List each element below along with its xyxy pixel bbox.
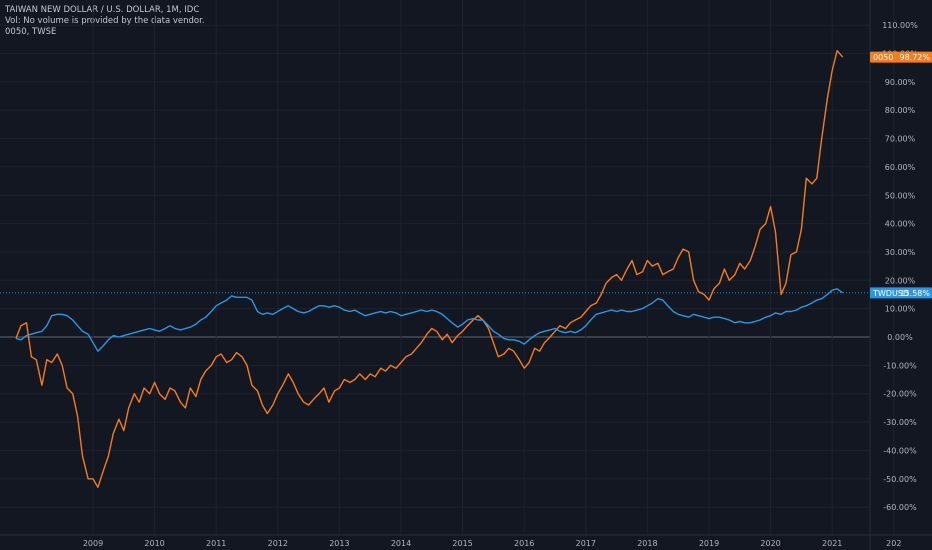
x-tick-label: 202 bbox=[886, 539, 901, 548]
series-line-0050[interactable] bbox=[15, 50, 844, 488]
badge-twdusd bbox=[870, 287, 932, 299]
legend-compare-line: 0050, TWSE bbox=[5, 27, 57, 37]
y-tick-label: 80.00% bbox=[885, 106, 916, 115]
y-tick-label: -20.00% bbox=[883, 390, 917, 399]
x-tick-label: 2009 bbox=[83, 539, 103, 548]
x-tick-label: 2018 bbox=[637, 539, 657, 548]
x-tick-label: 2016 bbox=[514, 539, 534, 548]
x-tick-label: 2021 bbox=[822, 539, 842, 548]
y-tick-label: 60.00% bbox=[885, 163, 916, 172]
chart-grid bbox=[0, 0, 895, 535]
badge-series-value: 15.58% bbox=[899, 289, 930, 298]
y-tick-label: 30.00% bbox=[885, 248, 916, 257]
price-scale[interactable]: 120.00%110.00%100.00%90.00%80.00%70.00%6… bbox=[869, 0, 918, 550]
y-tick-label: 120.00% bbox=[882, 0, 918, 2]
y-tick-label: -30.00% bbox=[883, 418, 917, 427]
series-layer bbox=[0, 50, 870, 488]
y-tick-label: 0.00% bbox=[887, 333, 913, 342]
badge-0050 bbox=[870, 51, 932, 63]
x-tick-label: 2020 bbox=[760, 539, 780, 548]
badge-series-value: 98.72% bbox=[899, 53, 930, 62]
chart-legend: TAIWAN NEW DOLLAR / U.S. DOLLAR, 1M, IDC… bbox=[5, 5, 205, 38]
x-tick-label: 2010 bbox=[144, 539, 164, 548]
y-tick-label: 70.00% bbox=[885, 135, 916, 144]
x-tick-label: 2011 bbox=[206, 539, 226, 548]
y-tick-label: -50.00% bbox=[883, 475, 917, 484]
series-line-twdusd[interactable] bbox=[15, 288, 844, 352]
x-tick-label: 2019 bbox=[699, 539, 719, 548]
y-tick-label: 90.00% bbox=[885, 78, 916, 87]
time-scale[interactable]: 2009 2010 2011 2012 2013 2014 2015 2016 2017 2018… bbox=[0, 534, 932, 548]
badge-series-name: 0050 bbox=[873, 53, 893, 62]
legend-symbol-line: TAIWAN NEW DOLLAR / U.S. DOLLAR, 1M, IDC bbox=[5, 5, 200, 15]
y-tick-label: 110.00% bbox=[882, 21, 918, 30]
y-tick-label: 40.00% bbox=[885, 220, 916, 229]
x-tick-label: 2017 bbox=[576, 539, 596, 548]
legend-volume-line: Vol: No volume is provided by the data v… bbox=[5, 16, 205, 26]
x-tick-label: 2012 bbox=[268, 539, 288, 548]
y-tick-label: -10.00% bbox=[883, 361, 917, 370]
y-tick-label: 20.00% bbox=[885, 276, 916, 285]
x-tick-label: 2013 bbox=[329, 539, 349, 548]
y-tick-label: 10.00% bbox=[885, 305, 916, 314]
y-tick-label: -60.00% bbox=[883, 503, 917, 512]
y-tick-label: -40.00% bbox=[883, 446, 917, 455]
x-tick-label: 2014 bbox=[391, 539, 411, 548]
x-tick-label: 2015 bbox=[452, 539, 472, 548]
y-tick-label: 50.00% bbox=[885, 191, 916, 200]
badge-series-name: TWDUSD bbox=[872, 289, 909, 298]
